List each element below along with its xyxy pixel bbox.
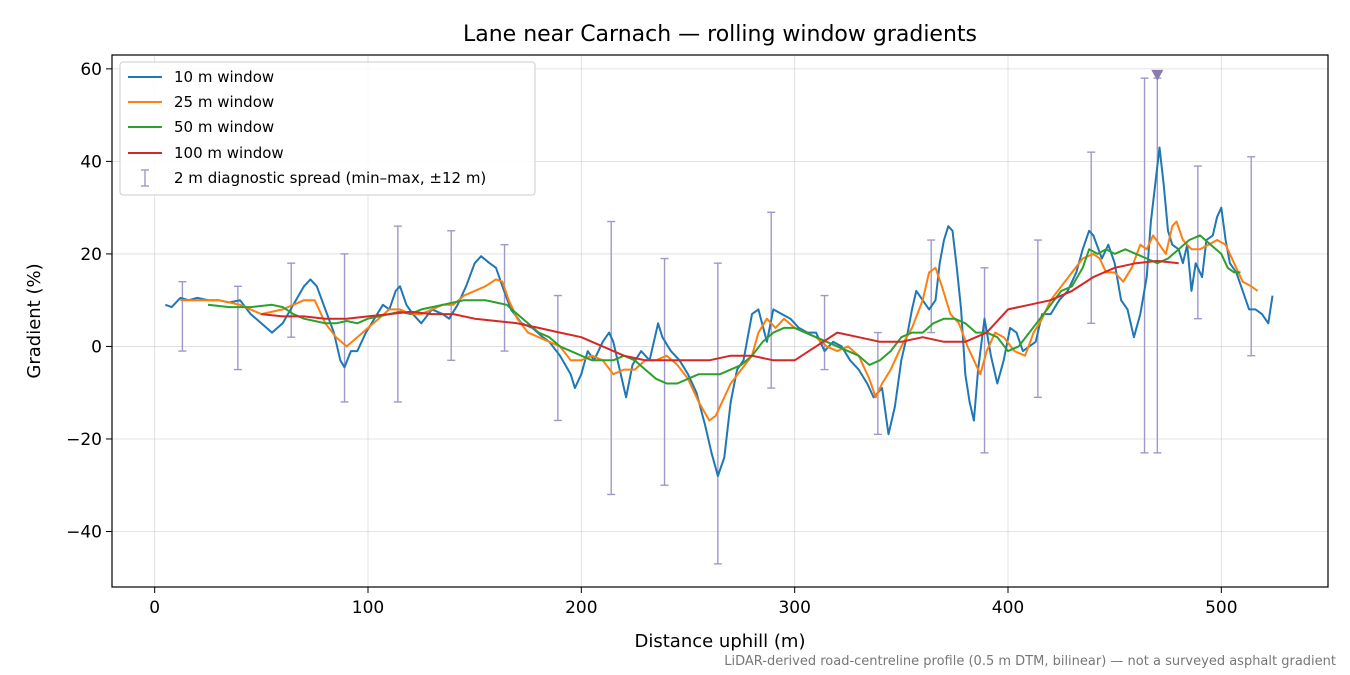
legend: 10 m window 25 m window 50 m window 100 m w… [119, 61, 536, 196]
legend-label-errorbar: 2 m diagnostic spread (min–max, ±12 m) [174, 169, 486, 187]
plot-frame [111, 54, 1329, 588]
series-line-4 [261, 259, 1179, 362]
y-tick-label: 40 [80, 152, 102, 172]
legend-label-2: 25 m window [174, 93, 274, 111]
peak-markers [1151, 69, 1164, 81]
y-axis-label: Gradient (%) [24, 263, 45, 378]
x-tick-label: 100 [352, 598, 384, 618]
y-tick-label: −40 [66, 522, 102, 542]
x-tick-label: 500 [1205, 598, 1237, 618]
x-tick-label: 0 [149, 598, 160, 618]
series-line-1 [164, 146, 1274, 477]
legend-label-1: 10 m window [174, 68, 274, 86]
legend-label-4: 100 m window [174, 144, 284, 162]
y-tick-label: 60 [80, 60, 102, 80]
y-axis-ticks: −40 −20 0 20 40 60 [66, 60, 112, 542]
y-tick-label: −20 [66, 430, 102, 450]
legend-box [119, 61, 536, 196]
y-tick-label: 0 [91, 337, 102, 357]
legend-label-3: 50 m window [174, 118, 274, 136]
x-tick-label: 300 [778, 598, 810, 618]
x-axis-label: Distance uphill (m) [635, 631, 806, 652]
y-tick-label: 20 [80, 245, 102, 265]
series-lines [164, 146, 1274, 477]
x-tick-label: 200 [565, 598, 597, 618]
x-tick-label: 400 [992, 598, 1024, 618]
chart-title: Lane near Carnach — rolling window gradi… [463, 22, 977, 47]
footnote: LiDAR-derived road-centreline profile (0… [724, 654, 1336, 669]
peak-marker [1151, 69, 1164, 81]
x-axis-ticks: 0 100 200 300 400 500 [149, 587, 1238, 618]
